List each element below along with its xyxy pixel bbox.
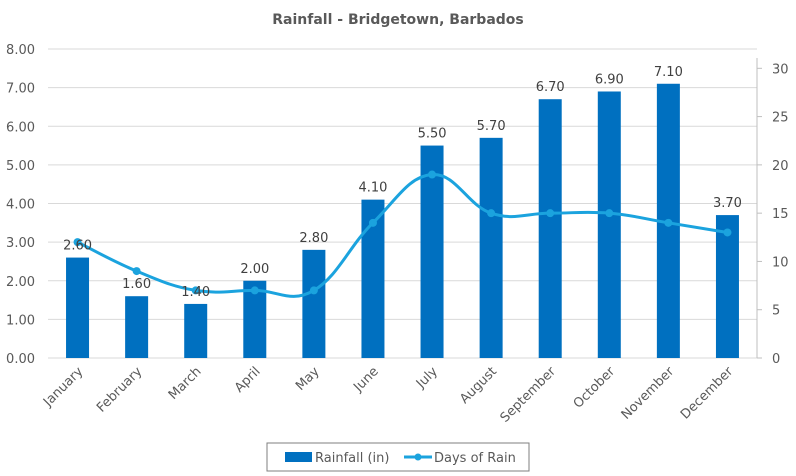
x-tick-label: August — [457, 364, 500, 407]
data-label: 6.90 — [595, 72, 624, 87]
data-label: 2.80 — [299, 231, 328, 246]
bar — [538, 99, 562, 359]
x-tick-label: July — [413, 364, 441, 392]
x-tick-label: March — [166, 364, 205, 403]
y-right-tick-label: 15 — [772, 207, 789, 222]
y-right-tick-label: 30 — [772, 62, 789, 77]
bar — [184, 303, 208, 358]
y-left-tick-label: 3.00 — [6, 236, 35, 251]
data-label: 5.50 — [418, 127, 447, 142]
y-left-tick-label: 7.00 — [6, 82, 35, 97]
data-label: 1.60 — [122, 277, 151, 292]
y-left-tick-label: 5.00 — [6, 159, 35, 174]
bar — [479, 137, 503, 358]
data-label: 5.70 — [477, 119, 506, 134]
y-left-tick-label: 4.00 — [6, 198, 35, 213]
chart-title: Rainfall - Bridgetown, Barbados — [272, 12, 523, 28]
y-left-tick-label: 6.00 — [6, 120, 35, 135]
bar — [302, 249, 326, 358]
line-marker — [132, 267, 141, 276]
bar — [420, 145, 444, 358]
bar-series — [66, 83, 739, 359]
x-tick-label: January — [40, 364, 86, 410]
data-label: 7.10 — [654, 65, 683, 80]
line-marker — [605, 209, 614, 218]
line-marker — [368, 218, 377, 227]
y-axis-left: 0.00 1.00 2.00 3.00 4.00 5.00 6.00 7.00 8.00 — [6, 43, 35, 367]
bar — [361, 199, 385, 358]
data-label: 3.70 — [713, 196, 742, 211]
legend-label-rainfall: Rainfall (in) — [315, 451, 389, 466]
legend-label-days: Days of Rain — [434, 451, 516, 466]
x-tick-label: April — [232, 364, 264, 396]
x-axis: January February March April May June July Augu… — [40, 364, 737, 426]
data-label: 4.10 — [358, 181, 387, 196]
data-label: 2.60 — [63, 239, 92, 254]
bar — [66, 257, 90, 358]
data-label: 2.00 — [240, 262, 269, 277]
line-marker — [250, 286, 259, 295]
data-label: 1.40 — [181, 285, 210, 300]
legend-line-marker — [414, 453, 422, 461]
y-right-tick-label: 5 — [772, 304, 780, 319]
x-tick-label: June — [350, 364, 381, 395]
x-tick-label: September — [498, 364, 560, 426]
x-tick-label: May — [293, 364, 323, 394]
line-marker — [546, 209, 555, 218]
legend-bar-swatch — [285, 452, 312, 462]
y-left-tick-label: 8.00 — [6, 43, 35, 58]
y-right-tick-label: 20 — [772, 159, 789, 174]
line-marker — [191, 286, 200, 295]
y-left-tick-label: 2.00 — [6, 275, 35, 290]
legend: Rainfall (in) Days of Rain — [266, 442, 530, 472]
line-marker — [723, 228, 732, 237]
y-left-tick-label: 0.00 — [6, 352, 35, 367]
line-marker — [428, 170, 437, 179]
bar — [125, 296, 149, 358]
y-right-tick-label: 10 — [772, 255, 789, 270]
x-tick-label: February — [94, 364, 146, 416]
x-tick-label: October — [571, 364, 619, 412]
days-of-rain-line — [76, 173, 728, 298]
line-marker — [309, 286, 318, 295]
line-marker — [487, 209, 496, 218]
y-right-tick-label: 25 — [772, 111, 789, 126]
x-tick-label: November — [619, 364, 678, 423]
line-marker — [73, 238, 82, 247]
y-axis-right: 0 5 10 15 20 25 30 — [756, 58, 789, 367]
data-label: 6.70 — [536, 80, 565, 95]
data-labels: 2.60 1.60 1.40 2.00 2.80 4.10 5.50 5.70 6.70 6.90… — [63, 65, 742, 300]
bar — [243, 280, 267, 358]
y-right-tick-label: 0 — [772, 352, 780, 367]
bar — [597, 91, 621, 359]
line-marker — [664, 218, 673, 227]
y-left-tick-label: 1.00 — [6, 313, 35, 328]
line-series — [73, 170, 732, 298]
x-tick-label: December — [678, 364, 737, 423]
gridlines — [48, 48, 757, 359]
bar — [715, 215, 739, 358]
